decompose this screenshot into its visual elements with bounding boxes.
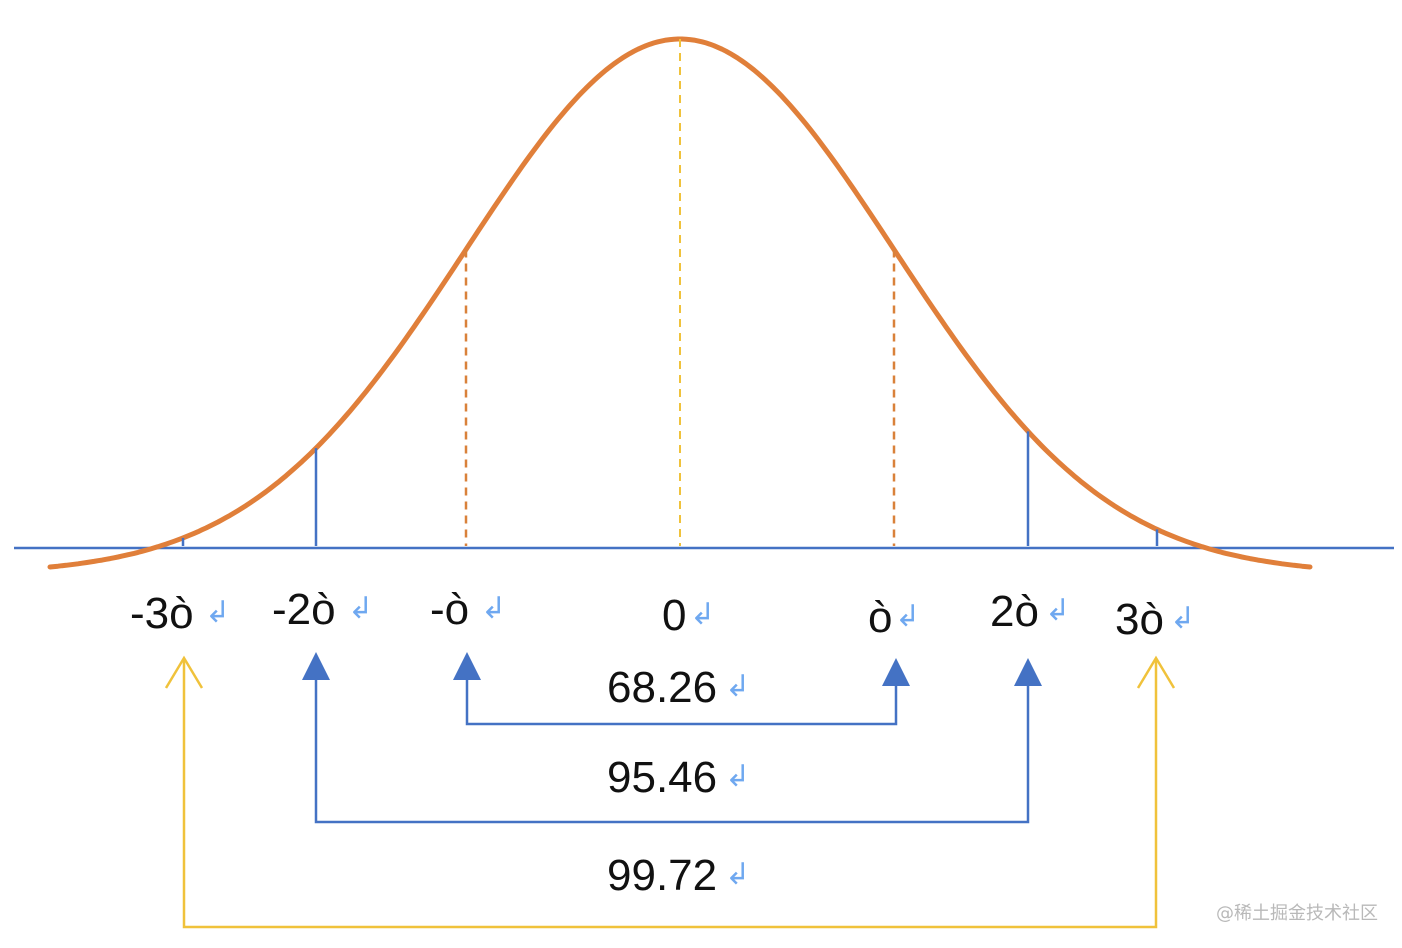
return-mark-icon: ↲	[690, 597, 715, 632]
sigma-markers	[181, 39, 1159, 546]
tick-label-minus-3-sigma: -3ò	[130, 589, 194, 638]
arrowhead-icon	[302, 652, 330, 680]
arrowhead-icon	[1014, 658, 1042, 686]
range-label-99: 99.72	[607, 851, 717, 900]
watermark: @稀土掘金技术社区	[1216, 903, 1378, 924]
return-mark-icon: ↲	[481, 591, 506, 626]
range-2-sigma	[314, 678, 1030, 824]
tick-label-zero: 0	[662, 591, 686, 640]
range-bracket-2-sigma	[314, 678, 1030, 824]
open-arrowhead-icon	[164, 655, 204, 689]
tick-labels: -3ò ↲ -2ò ↲ -ò ↲ 0 ↲ ò ↲ 2ò ↲ 3ò ↲	[130, 585, 1195, 644]
return-mark-icon: ↲	[348, 591, 373, 626]
arrowhead-icon	[453, 652, 481, 680]
range-1-sigma	[465, 678, 898, 726]
return-mark-icon: ↲	[1045, 593, 1070, 628]
tick-label-3-sigma: 3ò	[1115, 595, 1164, 644]
range-bracket-1-sigma	[465, 678, 898, 726]
open-arrowhead-icon	[1136, 655, 1176, 689]
return-mark-icon: ↲	[1170, 601, 1195, 636]
tick-label-2-sigma: 2ò	[990, 587, 1039, 636]
return-mark-icon: ↲	[895, 599, 920, 634]
tick-label-minus-2-sigma: -2ò	[272, 585, 336, 634]
range-bracket-3-sigma	[182, 660, 1158, 929]
return-mark-icon: ↲	[725, 669, 750, 704]
range-label-68: 68.26	[607, 663, 717, 712]
range-3-sigma	[164, 655, 1176, 929]
range-label-95: 95.46	[607, 753, 717, 802]
tick-label-sigma: ò	[868, 593, 892, 642]
tick-label-minus-sigma: -ò	[430, 585, 469, 634]
return-mark-icon: ↲	[725, 857, 750, 892]
arrowhead-icon	[882, 658, 910, 686]
return-mark-icon: ↲	[205, 595, 230, 630]
return-mark-icon: ↲	[725, 759, 750, 794]
